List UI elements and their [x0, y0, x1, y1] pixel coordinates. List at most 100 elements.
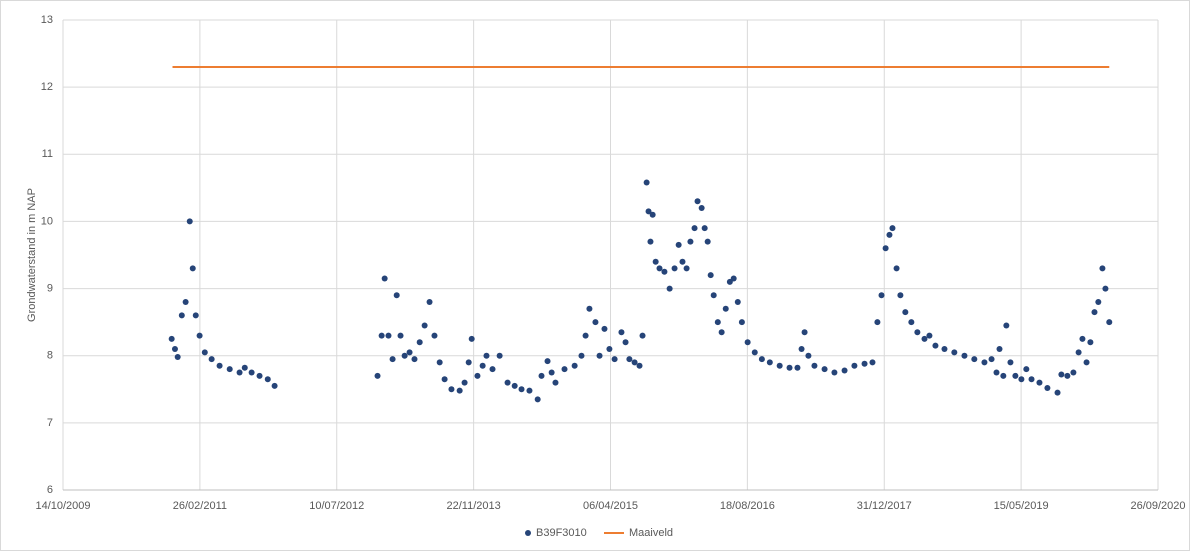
data-point — [805, 352, 812, 359]
data-point — [596, 352, 603, 359]
x-tick-label: 18/08/2016 — [720, 500, 775, 512]
data-point — [1079, 335, 1086, 342]
y-tick-label: 8 — [47, 350, 53, 362]
data-point — [436, 359, 443, 366]
data-point — [534, 396, 541, 403]
data-point — [798, 346, 805, 352]
data-point — [1028, 376, 1035, 383]
data-point — [236, 369, 243, 376]
data-point — [264, 376, 271, 383]
data-point — [1007, 359, 1014, 366]
data-point — [704, 238, 711, 245]
data-point — [631, 359, 638, 366]
data-point — [971, 356, 978, 363]
data-point — [758, 356, 765, 363]
data-point — [201, 349, 208, 356]
data-point — [951, 349, 958, 356]
data-point — [811, 362, 818, 369]
data-point — [456, 387, 463, 394]
data-point — [1054, 389, 1061, 396]
data-point — [168, 335, 175, 342]
data-point — [196, 332, 203, 339]
data-point — [411, 356, 418, 363]
x-tick-label: 14/10/2009 — [35, 500, 90, 512]
data-point — [679, 258, 686, 265]
data-point — [571, 362, 578, 369]
data-point — [932, 342, 939, 349]
y-tick-label: 11 — [42, 148, 53, 160]
data-point — [182, 299, 189, 305]
data-point — [656, 265, 663, 272]
data-point — [538, 372, 545, 379]
data-point — [691, 225, 698, 232]
data-point — [874, 319, 881, 326]
data-point — [1044, 384, 1051, 391]
data-point — [744, 339, 751, 346]
data-point — [766, 359, 773, 366]
data-point — [1018, 376, 1025, 383]
data-point — [385, 332, 392, 339]
data-point — [683, 265, 690, 272]
data-point — [675, 241, 682, 248]
data-point — [1075, 349, 1082, 356]
data-point — [889, 225, 896, 232]
data-point — [421, 322, 428, 329]
data-point — [914, 329, 921, 336]
data-point — [1023, 366, 1030, 373]
data-point — [666, 285, 673, 292]
data-point — [468, 335, 475, 342]
y-tick-label: 6 — [47, 484, 53, 496]
data-point — [526, 387, 533, 394]
data-point — [401, 352, 408, 359]
x-tick-label: 15/05/2019 — [994, 500, 1049, 512]
y-tick-label: 7 — [47, 417, 53, 429]
data-point — [461, 379, 468, 386]
data-point — [544, 358, 551, 365]
data-point — [1099, 265, 1106, 272]
data-point — [996, 346, 1003, 352]
data-point — [851, 362, 858, 369]
data-point — [710, 292, 717, 299]
data-point — [1064, 372, 1071, 379]
data-point — [1003, 322, 1010, 329]
data-point — [248, 369, 255, 376]
data-point — [1095, 299, 1102, 305]
data-point — [993, 369, 1000, 376]
data-point — [1083, 359, 1090, 366]
data-point — [886, 231, 893, 238]
data-point — [882, 245, 889, 252]
data-point — [474, 372, 481, 379]
x-tick-label: 26/02/2011 — [173, 500, 227, 512]
data-point — [226, 366, 233, 373]
data-point — [647, 238, 654, 245]
legend-label: B39F3010 — [536, 527, 587, 539]
data-point — [893, 265, 900, 272]
data-point — [841, 367, 848, 374]
data-point — [1070, 369, 1077, 376]
data-point — [381, 275, 388, 282]
data-point — [192, 312, 199, 319]
data-point — [734, 299, 741, 305]
data-point — [1102, 285, 1109, 292]
data-point — [496, 352, 503, 359]
y-tick-label: 13 — [41, 14, 53, 26]
legend-swatch — [525, 530, 531, 536]
data-point — [1058, 371, 1065, 378]
data-point — [489, 366, 496, 373]
data-point — [271, 382, 278, 389]
data-point — [701, 225, 708, 232]
x-tick-label: 10/07/2012 — [309, 500, 364, 512]
legend-label: Maaiveld — [629, 527, 673, 539]
data-point — [645, 208, 652, 215]
data-point — [786, 364, 793, 371]
data-point — [1036, 379, 1043, 386]
data-point — [794, 364, 801, 371]
data-point — [730, 275, 737, 282]
data-point — [981, 359, 988, 366]
data-point — [643, 179, 650, 186]
y-axis-label: Grondwaterstand in m NAP — [26, 188, 38, 322]
data-point — [902, 309, 909, 316]
data-point — [578, 352, 585, 359]
data-point — [1012, 372, 1019, 379]
